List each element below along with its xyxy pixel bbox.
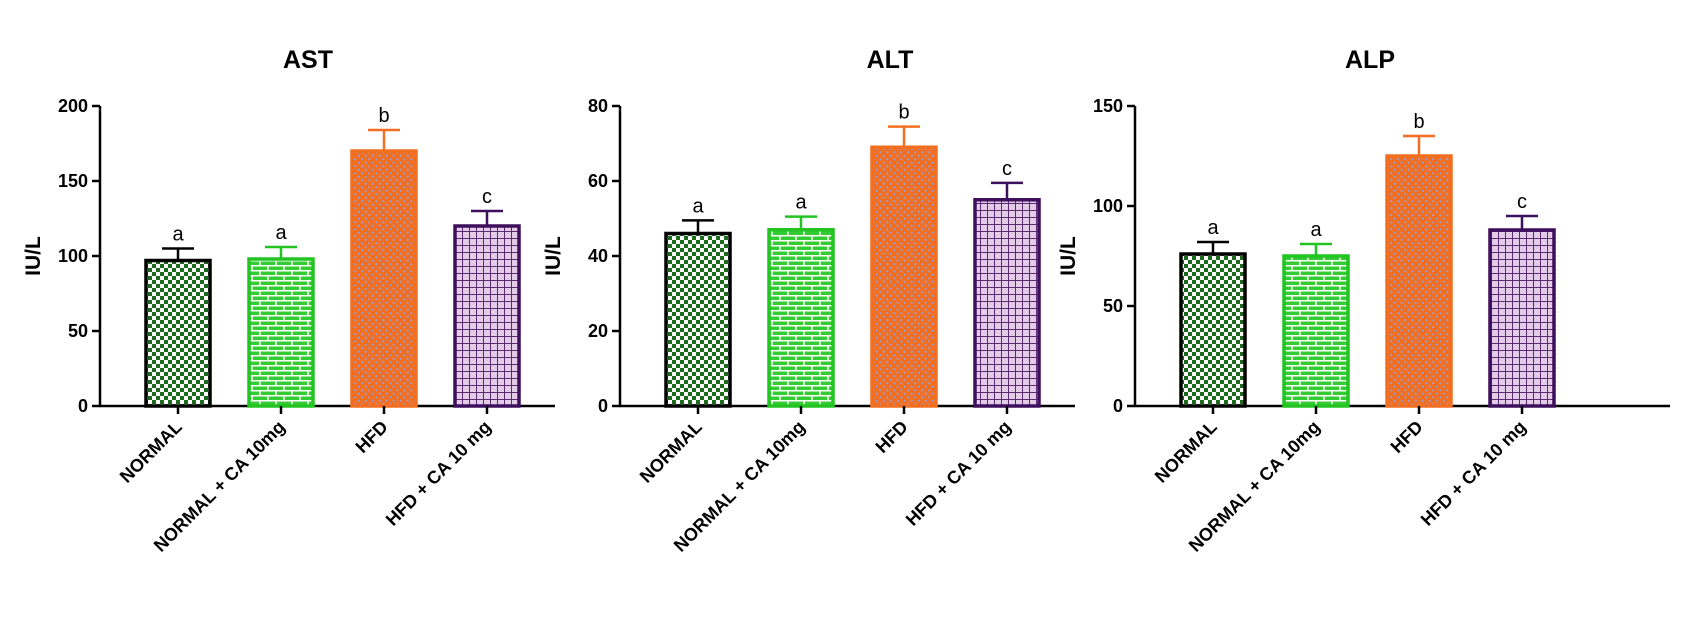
alp-y-axis-label: IU/L (1057, 236, 1080, 276)
alp-category-label: HFD + CA 10 mg (1417, 417, 1530, 530)
alt-significance-label: a (795, 192, 807, 214)
alt-y-tick-label: 20 (588, 321, 608, 341)
alt-y-tick-label: 60 (588, 171, 608, 191)
alt-bar-1 (664, 231, 732, 408)
alt-y-tick-label: 40 (588, 246, 608, 266)
ast-bar-1 (144, 258, 212, 408)
ast-y-tick-label: 200 (58, 96, 88, 116)
ast-significance-label: c (482, 186, 492, 208)
alp-bar-3 (1385, 154, 1453, 408)
ast-y-tick-label: 100 (58, 246, 88, 266)
alp-significance-label: a (1207, 217, 1219, 239)
ast-bar-4 (453, 224, 521, 408)
alp-significance-label: a (1310, 219, 1322, 241)
alp-y-tick-label: 0 (1113, 396, 1123, 416)
alp-bar-1 (1179, 252, 1247, 408)
alp-y-tick-label: 150 (1093, 96, 1123, 116)
alt-category-label: NORMAL (636, 417, 706, 487)
alp-bar-2 (1282, 254, 1350, 408)
ast-category-label: HFD + CA 10 mg (382, 417, 495, 530)
ast-category-label: HFD (352, 417, 392, 457)
alt-bar-4 (973, 198, 1041, 408)
ast-significance-label: a (172, 224, 184, 246)
alt-y-tick-label: 0 (598, 396, 608, 416)
ast-category-label: NORMAL (116, 417, 186, 487)
alt-category-label: HFD + CA 10 mg (902, 417, 1015, 530)
ast-y-tick-label: 150 (58, 171, 88, 191)
alt-bar-2 (767, 228, 835, 408)
alp-bar-4 (1488, 228, 1556, 408)
alt-category-label: HFD (872, 417, 912, 457)
alp-category-label: HFD (1387, 417, 1427, 457)
alt-bar-3 (870, 145, 938, 408)
alp-significance-label: c (1517, 191, 1527, 213)
ast-y-axis-label: IU/L (22, 236, 45, 276)
alp-y-tick-label: 50 (1103, 296, 1123, 316)
alt-y-axis-label: IU/L (542, 236, 565, 276)
alt-significance-label: a (692, 195, 704, 217)
ast-significance-label: a (275, 222, 287, 244)
ast-y-tick-label: 50 (68, 321, 88, 341)
ast-y-tick-label: 0 (78, 396, 88, 416)
alp-significance-label: b (1413, 111, 1424, 133)
ast-significance-label: b (378, 105, 389, 127)
alt-significance-label: c (1002, 158, 1012, 180)
ast-bar-2 (247, 257, 315, 408)
alp-category-label: NORMAL (1151, 417, 1221, 487)
ast-bar-3 (350, 149, 418, 408)
alp-y-tick-label: 100 (1093, 196, 1123, 216)
alp-chart-title: ALP (1345, 46, 1395, 74)
alt-y-tick-label: 80 (588, 96, 608, 116)
alt-chart-title: ALT (867, 46, 914, 74)
ast-chart-title: AST (283, 46, 333, 74)
alt-significance-label: b (898, 102, 909, 124)
